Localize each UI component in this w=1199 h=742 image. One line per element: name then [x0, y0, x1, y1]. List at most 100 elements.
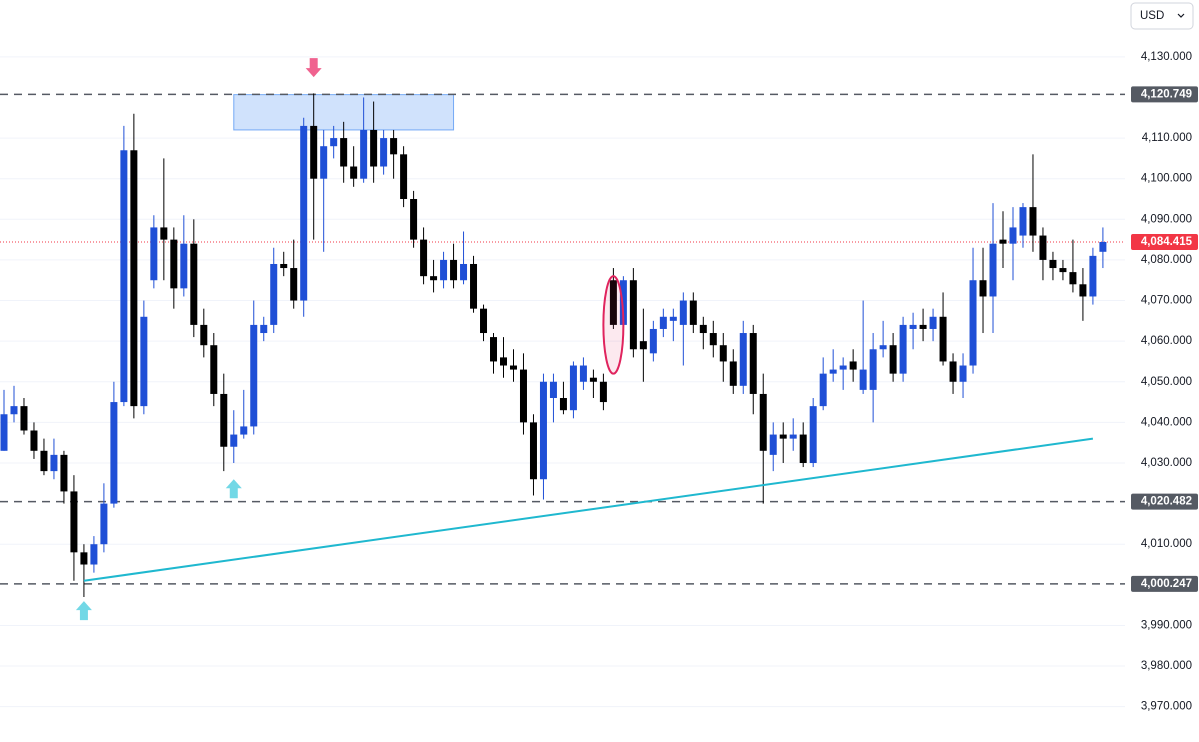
level-tag	[1131, 575, 1198, 592]
candle-body	[110, 402, 118, 504]
candle-body	[529, 422, 537, 480]
candle-body	[460, 263, 468, 281]
candle-body	[420, 239, 428, 277]
level-tag	[1131, 493, 1198, 510]
candle-body	[260, 324, 268, 334]
candle-body	[0, 414, 8, 451]
candle-body	[909, 324, 917, 329]
candle-body	[40, 450, 48, 472]
candle-body	[689, 300, 697, 325]
candle-body	[400, 154, 408, 200]
candle-body	[819, 373, 827, 407]
candle-body	[170, 239, 178, 289]
candle-body	[979, 280, 987, 297]
candle-body	[160, 227, 168, 240]
candle-body	[949, 361, 957, 382]
candle-body	[799, 434, 807, 463]
candle-body	[569, 365, 577, 411]
candle-body	[50, 454, 58, 472]
candle-body	[1019, 207, 1027, 236]
candle-body	[100, 503, 108, 545]
arrow	[75, 601, 92, 621]
candle-body	[679, 300, 687, 325]
candle-body	[709, 333, 717, 346]
currency-label: USD	[1140, 10, 1164, 22]
arrow	[225, 479, 242, 499]
candle-body	[270, 263, 278, 325]
candle-body	[250, 324, 258, 427]
candle-body	[60, 454, 68, 492]
arrow	[305, 58, 322, 78]
candle-body	[779, 434, 787, 439]
candle-body	[1009, 227, 1017, 244]
candle-body	[410, 199, 418, 240]
y-tick-label: 4,090.000	[1141, 213, 1192, 225]
candle-body	[959, 365, 967, 382]
candle-body	[659, 316, 667, 329]
candle-body	[240, 426, 248, 435]
candle-body	[699, 324, 707, 334]
y-tick-label: 4,130.000	[1141, 51, 1192, 63]
y-tick-label: 4,100.000	[1141, 173, 1192, 185]
candle-body	[1029, 207, 1037, 236]
y-tick-label: 4,050.000	[1141, 376, 1192, 388]
candle-body	[140, 316, 148, 407]
candle-body	[180, 243, 188, 289]
y-tick-label: 3,980.000	[1141, 660, 1192, 672]
level-label: 4,000.247	[1141, 578, 1192, 590]
candle-body	[70, 491, 78, 553]
candle-body	[559, 398, 567, 411]
candle-body	[370, 129, 378, 167]
candle-body	[849, 361, 857, 370]
y-tick-label: 4,080.000	[1141, 254, 1192, 266]
candle-body	[649, 328, 657, 354]
candle-body	[919, 324, 927, 329]
candle-body	[999, 239, 1007, 244]
candle-body	[190, 243, 198, 325]
candle-body	[380, 138, 388, 167]
y-tick-label: 4,040.000	[1141, 416, 1192, 428]
candle-body	[490, 337, 498, 362]
candle-body	[729, 361, 737, 386]
candle-body	[669, 316, 677, 321]
currency-button[interactable]	[1130, 2, 1194, 30]
last-price-tag	[1131, 233, 1198, 250]
candle-body	[1089, 255, 1097, 297]
currency-caret	[1177, 13, 1185, 18]
candle-body	[470, 263, 478, 309]
candle-body	[200, 324, 208, 346]
candle-body	[120, 150, 128, 403]
candle-body	[340, 138, 348, 167]
candle-body	[579, 365, 587, 382]
candle-body	[360, 129, 368, 179]
candle-body	[859, 369, 867, 390]
candle-body	[1039, 235, 1047, 260]
highlight-ellipse	[602, 275, 625, 375]
trendline	[83, 437, 1094, 582]
candle-body	[869, 349, 877, 390]
candle-body	[759, 393, 767, 451]
candle-body	[939, 316, 947, 362]
candle-body	[719, 345, 727, 362]
candle-body	[150, 227, 158, 281]
last-price-label: 4,084.415	[1141, 236, 1193, 248]
candle-body	[839, 365, 847, 370]
candle-body	[969, 280, 977, 366]
candle-body	[829, 369, 837, 374]
candle-body	[739, 333, 747, 386]
candle-body	[519, 369, 527, 423]
candle-body	[280, 263, 288, 269]
candle-body	[20, 406, 28, 431]
y-tick-label: 3,970.000	[1141, 701, 1192, 713]
candle-body	[639, 341, 647, 350]
y-tick-label: 4,110.000	[1142, 132, 1192, 144]
candle-body	[30, 430, 38, 451]
y-tick-label: 3,990.000	[1141, 619, 1192, 631]
candle-body	[769, 434, 777, 455]
candle-body	[1099, 241, 1107, 252]
candle-body	[619, 280, 627, 325]
candle-body	[10, 406, 18, 415]
candle-body	[1079, 284, 1087, 297]
candle-body	[430, 276, 438, 281]
